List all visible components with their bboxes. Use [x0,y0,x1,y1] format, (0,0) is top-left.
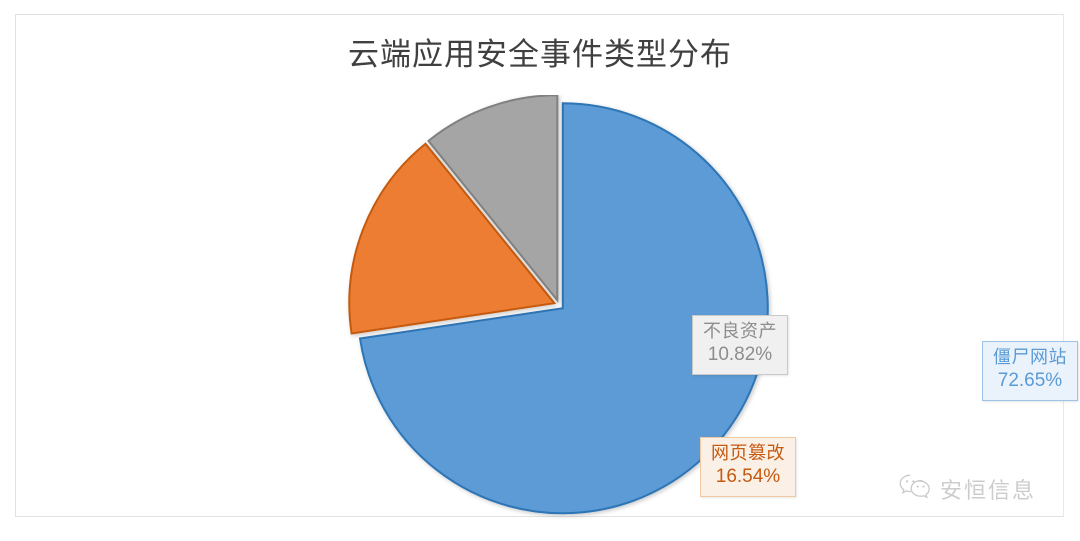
pie-slice-web-tampering[interactable] [348,142,557,335]
data-label-bad-assets: 不良资产 10.82% [692,315,788,375]
data-label-value: 10.82% [707,344,773,366]
pie-chart-svg [348,95,769,515]
data-label-name: 网页篡改 [711,443,785,463]
pie-slice-bad-assets[interactable] [427,95,559,304]
data-label-value: 72.65% [997,370,1063,392]
data-label-name: 不良资产 [703,321,777,341]
data-label-value: 16.54% [715,466,781,488]
chart-title: 云端应用安全事件类型分布 [348,37,732,72]
data-label-name: 僵尸网站 [993,347,1067,367]
data-label-web-tampering: 网页篡改 16.54% [700,437,796,497]
pie-chart-plot-area: 僵尸网站 72.65% 网页篡改 16.54% 不良资产 10.82% [330,95,1078,525]
canvas-border-right [1063,14,1064,517]
wechat-icon [898,472,932,505]
data-label-zombie-websites: 僵尸网站 72.65% [982,341,1078,401]
watermark-text: 安恒信息 [940,477,1037,503]
watermark: 安恒信息 [898,472,1036,505]
